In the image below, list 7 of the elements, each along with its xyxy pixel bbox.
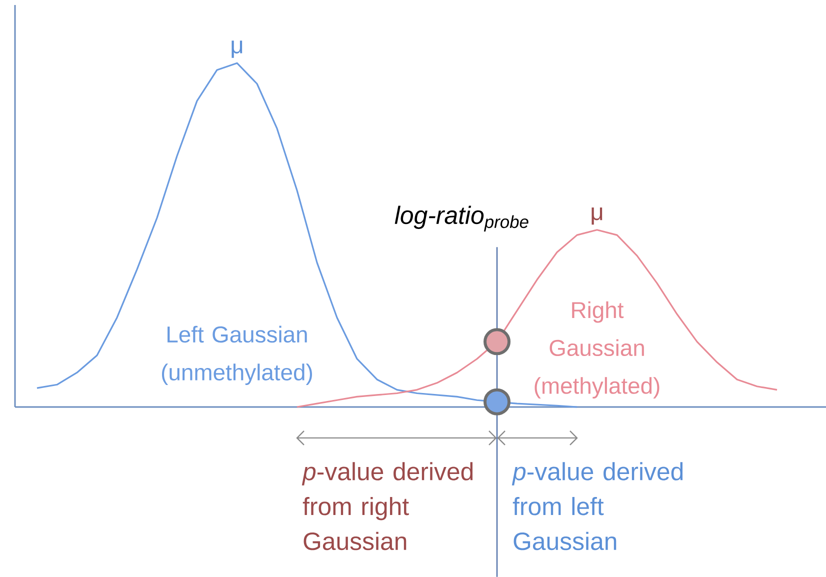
text: p-value derived from left Gaussian — [512, 462, 683, 550]
series-label: Left Gaussian (unmethylated) — [162, 326, 312, 386]
annotation: log-ratio$_{probe}$ — [394, 206, 528, 232]
series-label: Right Gaussian (methylated) — [534, 301, 660, 398]
annotation: μ — [592, 207, 602, 225]
text: p-value derived from right Gaussian — [302, 462, 473, 550]
text: μ — [232, 40, 242, 58]
